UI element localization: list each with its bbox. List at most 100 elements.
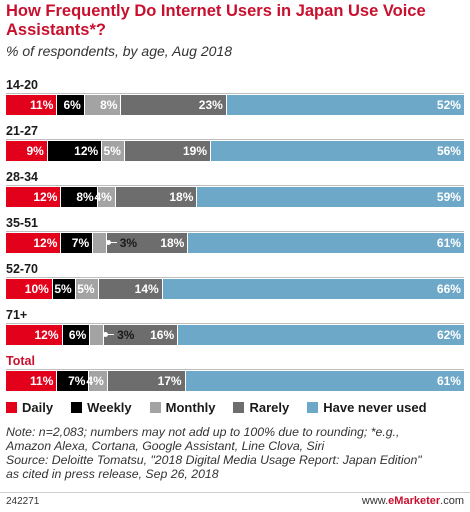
bar-segment: 56% (210, 141, 464, 161)
row-divider (6, 323, 464, 324)
row-divider (6, 231, 464, 232)
bar-row: 12% 6% 3% 16% 62% (6, 325, 464, 345)
bar-segment: 19% (123, 141, 211, 161)
data-label: 23% (198, 98, 223, 112)
legend-label: Weekly (87, 400, 132, 415)
bar-segment: 12% (6, 187, 61, 207)
data-label: 18% (169, 190, 194, 204)
data-label: 4% (94, 190, 112, 204)
bar-row: 10% 5% 5% 14% 66% (6, 279, 464, 299)
legend-label: Monthly (165, 400, 216, 415)
row-divider (6, 277, 464, 278)
label-pointer (105, 240, 117, 245)
label-pointer (103, 332, 115, 337)
note-line: Note: n=2,083; numbers may not add up to… (6, 425, 400, 439)
data-label: 56% (436, 144, 461, 158)
bar-segment: 4% (94, 187, 115, 207)
data-label: 12% (34, 328, 59, 342)
bar-row: 9% 12% 5% 19% 56% (6, 141, 464, 161)
legend-item: Have never used (307, 400, 427, 415)
legend-swatch (6, 402, 17, 413)
data-label: 14% (134, 282, 159, 296)
bar-segment: 7% (60, 233, 93, 253)
brand-logo[interactable]: www.eMarketer.com (362, 495, 464, 507)
data-label: 3% (119, 236, 138, 250)
category-label: 21-27 (6, 124, 38, 138)
bar-segment: 10% (6, 279, 52, 299)
bar-segment: 3% (92, 233, 137, 253)
data-label: 6% (68, 328, 87, 342)
data-label: 7% (68, 374, 86, 388)
bar-segment: 52% (225, 95, 464, 115)
bar-segment: 5% (101, 141, 124, 161)
bar-row: 11% 7% 4% 17% 61% (6, 371, 464, 391)
data-label: 6% (63, 98, 81, 112)
bar-segment: 59% (196, 187, 464, 207)
data-label: 5% (54, 282, 72, 296)
data-label: 11% (30, 98, 54, 112)
data-label: 59% (436, 190, 461, 204)
source-line: Source: Deloitte Tomatsu, "2018 Digital … (6, 453, 422, 467)
bar-row: 11% 6% 8% 23% 52% (6, 95, 464, 115)
bar-segment: 12% (46, 141, 102, 161)
bar-segment: 23% (120, 95, 226, 115)
category-label: 28-34 (6, 170, 38, 184)
row-divider (6, 139, 464, 140)
bar-segment: 9% (6, 141, 47, 161)
data-label: 12% (74, 144, 99, 158)
category-label: 71+ (6, 308, 28, 322)
legend-swatch (71, 402, 83, 413)
brand-prefix: www. (361, 495, 389, 507)
brand-name: eMarketer (388, 495, 441, 507)
category-label: 14-20 (6, 78, 38, 92)
bar-segment: 3% (89, 325, 134, 345)
bar-segment: 61% (184, 371, 464, 391)
bar-segment: 16% (103, 325, 178, 345)
bar-segment: 11% (6, 371, 57, 391)
bar-segment: 11% (6, 95, 57, 115)
data-label: 18% (160, 236, 185, 250)
legend-swatch (233, 402, 245, 413)
bar-segment: 7% (56, 371, 89, 391)
data-label: 4% (86, 374, 104, 388)
data-label: 12% (33, 236, 58, 250)
footer-divider (0, 492, 470, 493)
data-label: 66% (436, 282, 461, 296)
data-label: 5% (77, 282, 95, 296)
legend-label: Rarely (249, 400, 290, 415)
data-label: 9% (26, 144, 44, 158)
source-line: as cited in press release, Sep 26, 2018 (6, 467, 219, 481)
bar-segment: 14% (97, 279, 162, 299)
chart-title: How Frequently Do Internet Users in Japa… (6, 2, 426, 39)
bar-segment: 8% (60, 187, 97, 207)
legend-item: Monthly (149, 400, 216, 415)
bar-segment: 6% (61, 325, 90, 345)
legend-item: Daily (6, 400, 53, 415)
data-label: 8% (100, 98, 118, 112)
bar-segment: 5% (51, 279, 75, 299)
bar-segment: 17% (106, 371, 185, 391)
data-label: 61% (436, 236, 461, 250)
data-label: 3% (117, 328, 135, 342)
row-divider (6, 369, 464, 370)
legend-swatch (307, 402, 319, 413)
data-label: 19% (183, 144, 208, 158)
data-label: 5% (103, 144, 121, 158)
legend-swatch (149, 402, 161, 413)
data-label: 7% (71, 236, 90, 250)
data-label: 16% (150, 328, 175, 342)
row-divider (6, 93, 464, 94)
data-label: 17% (157, 374, 182, 388)
bar-segment: 61% (187, 233, 464, 253)
chart-legend: Daily Weekly Monthly Rarely Have never used (6, 400, 445, 415)
legend-label: Have never used (323, 400, 427, 415)
bar-segment: 18% (105, 233, 188, 253)
bar-segment: 62% (177, 325, 464, 345)
chart-note: Note: n=2,083; numbers may not add up to… (6, 425, 466, 481)
bar-segment: 6% (56, 95, 84, 115)
category-label: 52-70 (6, 262, 38, 276)
row-divider (6, 185, 464, 186)
legend-item: Weekly (71, 400, 132, 415)
brand-suffix: .com (440, 495, 464, 507)
bar-row: 12% 8% 4% 18% 59% (6, 187, 464, 207)
